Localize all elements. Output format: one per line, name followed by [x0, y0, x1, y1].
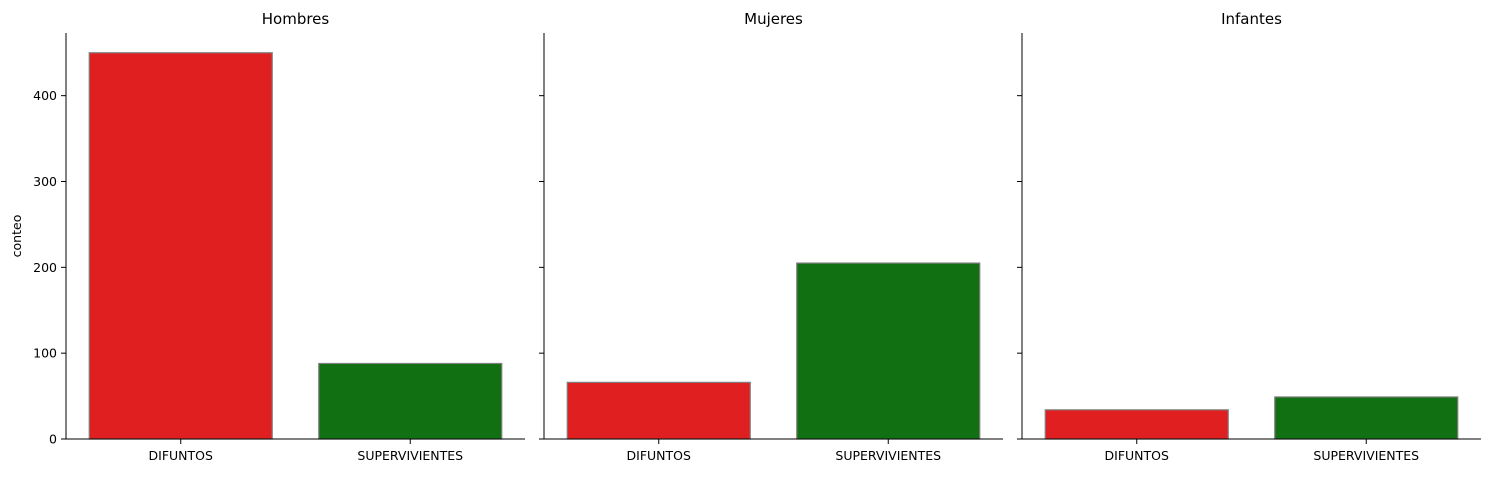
y-tick-label: 300: [33, 174, 57, 189]
x-tick-label: DIFUNTOS: [1105, 448, 1169, 463]
bar-supervivientes: [796, 262, 981, 440]
panel-title: Infantes: [1221, 10, 1282, 28]
panels-layer: Hombres DIFUNTOS SUPERVIVIENTES 0 100 200 300 4…: [33, 10, 1481, 463]
x-tick-label: DIFUNTOS: [149, 448, 213, 463]
panel-hombres: Hombres DIFUNTOS SUPERVIVIENTES 0 100 200 300 4…: [33, 10, 525, 463]
panel-infantes: Infantes DIFUNTOS SUPERVIVIENTES: [1017, 10, 1481, 463]
bar-supervivientes: [318, 362, 503, 440]
y-tick-label: 0: [49, 432, 57, 447]
y-tick-label: 200: [33, 260, 57, 275]
x-tick-label: SUPERVIVIENTES: [1313, 448, 1419, 463]
y-tick-label: 100: [33, 346, 57, 361]
x-tick-label: SUPERVIVIENTES: [835, 448, 941, 463]
bar-difuntos: [1044, 409, 1229, 440]
bar-supervivientes: [1274, 396, 1459, 440]
x-tick-label: SUPERVIVIENTES: [357, 448, 463, 463]
bar-difuntos: [566, 381, 751, 440]
bar-difuntos: [88, 52, 273, 440]
y-axis-title: conteo: [9, 215, 24, 258]
panel-title: Mujeres: [744, 10, 803, 28]
panel-mujeres: Mujeres DIFUNTOS SUPERVIVIENTES: [539, 10, 1003, 463]
y-tick-label: 400: [33, 88, 57, 103]
panel-title: Hombres: [262, 10, 330, 28]
x-tick-label: DIFUNTOS: [627, 448, 691, 463]
